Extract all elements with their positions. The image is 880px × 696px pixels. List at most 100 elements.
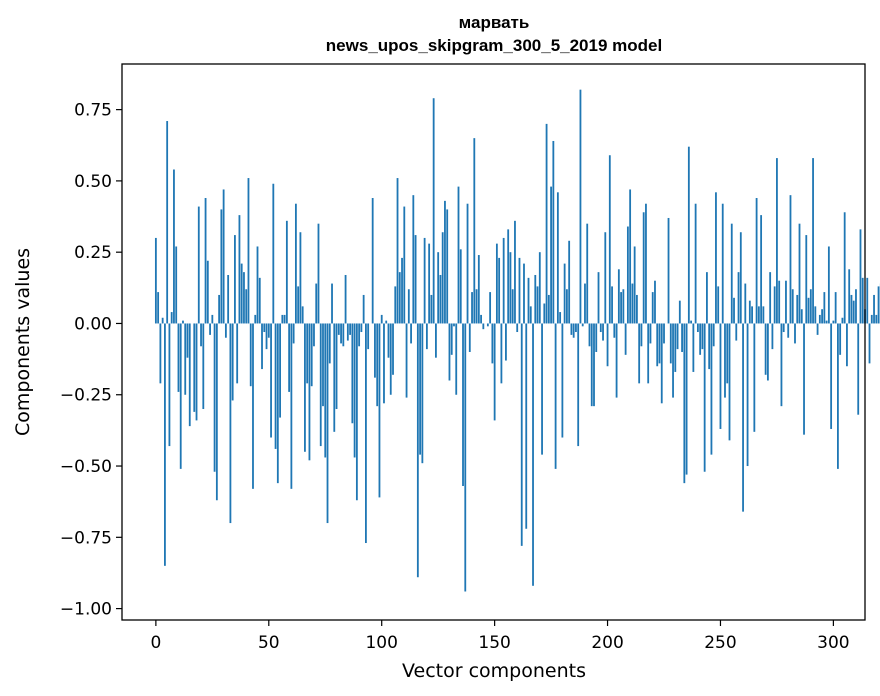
bar-292: [814, 306, 817, 324]
bar-53: [274, 323, 277, 449]
bar-233: [681, 323, 683, 352]
bar-117: [419, 323, 422, 455]
bar-160: [516, 323, 519, 333]
y-tick-label: 0.75: [74, 101, 112, 121]
bar-297: [825, 320, 828, 324]
bar-100: [380, 314, 383, 324]
bar-234: [683, 323, 686, 484]
bar-156: [507, 229, 510, 324]
bar-275: [776, 158, 778, 324]
x-axis-label: Vector components: [402, 660, 586, 682]
bar-93: [365, 323, 367, 544]
bar-237: [690, 320, 693, 324]
bar-195: [595, 323, 598, 352]
x-tick-label: 0: [150, 633, 161, 653]
bar-69: [310, 323, 313, 387]
bar-301: [834, 292, 837, 324]
bar-68: [308, 323, 311, 461]
bar-158: [511, 289, 514, 324]
bar-306: [846, 323, 848, 367]
bar-274: [773, 286, 776, 324]
bar-259: [739, 232, 742, 324]
bar-125: [437, 252, 440, 324]
bar-144: [480, 314, 482, 324]
bar-9: [175, 246, 178, 324]
bar-228: [669, 323, 672, 364]
bar-196: [597, 272, 600, 324]
chart-title-line2: news_upos_skipgram_300_5_2019 model: [326, 36, 662, 55]
bar-174: [547, 294, 550, 324]
bar-6: [168, 323, 171, 447]
bar-107: [396, 178, 399, 324]
bar-279: [785, 280, 787, 324]
bar-172: [543, 303, 546, 324]
bar-183: [568, 240, 571, 324]
bar-72: [317, 223, 320, 324]
bar-217: [645, 203, 647, 324]
bar-130: [448, 323, 451, 381]
bar-126: [439, 274, 442, 324]
bar-51: [270, 323, 272, 438]
bar-134: [457, 186, 460, 324]
bar-165: [527, 277, 530, 324]
bar-74: [322, 323, 324, 407]
bar-94: [367, 323, 370, 350]
bar-248: [715, 192, 717, 324]
bar-127: [441, 232, 444, 324]
bar-159: [514, 220, 516, 324]
bar-111: [405, 323, 408, 398]
bar-21: [202, 323, 205, 410]
bar-62: [294, 203, 297, 324]
bar-3: [161, 317, 164, 324]
bar-266: [755, 198, 758, 324]
bar-280: [787, 323, 790, 338]
bar-163: [523, 263, 525, 324]
bar-151: [495, 243, 498, 324]
bar-17: [193, 323, 196, 412]
bar-260: [742, 323, 744, 512]
bar-265: [753, 323, 756, 432]
bar-220: [651, 292, 654, 324]
bar-44: [254, 314, 257, 324]
y-tick-label: −0.75: [60, 528, 112, 548]
bar-33: [229, 323, 232, 524]
bar-78: [331, 283, 333, 324]
bar-218: [647, 323, 650, 384]
bar-35: [234, 235, 236, 324]
bar-75: [324, 323, 327, 458]
y-axis-ticks: 0.75 0.50 0.25 0.00 −0.25 −0.50 −0.75 −1.00: [60, 101, 122, 620]
bar-105: [392, 323, 394, 375]
x-tick-label: 250: [704, 633, 736, 653]
bar-173: [545, 123, 548, 324]
bar-154: [502, 237, 505, 324]
bar-310: [855, 289, 857, 324]
bar-152: [498, 257, 501, 324]
bar-116: [416, 323, 419, 578]
bar-14: [186, 323, 189, 358]
bar-58: [285, 220, 288, 324]
bar-102: [385, 320, 388, 324]
bar-60: [290, 323, 293, 489]
bar-43: [252, 323, 254, 489]
bar-153: [500, 323, 503, 384]
bar-12: [182, 320, 184, 324]
bar-55: [279, 323, 281, 418]
bar-261: [744, 283, 747, 324]
y-tick-label: −0.50: [60, 457, 112, 477]
bar-57: [283, 314, 286, 324]
x-axis-ticks: 0 50 100 150 200 250 300: [150, 620, 850, 653]
bar-42: [249, 323, 252, 387]
bar-47: [261, 323, 263, 370]
bar-177: [554, 323, 557, 469]
bar-227: [667, 217, 670, 324]
bar-221: [654, 280, 656, 324]
bar-202: [611, 286, 613, 324]
bar-294: [818, 314, 821, 324]
bar-186: [575, 323, 577, 333]
bar-82: [340, 323, 342, 344]
bar-84: [344, 274, 347, 324]
bar-197: [599, 323, 602, 333]
bar-27: [215, 323, 218, 501]
bar-138: [466, 203, 469, 324]
bar-181: [563, 263, 566, 324]
